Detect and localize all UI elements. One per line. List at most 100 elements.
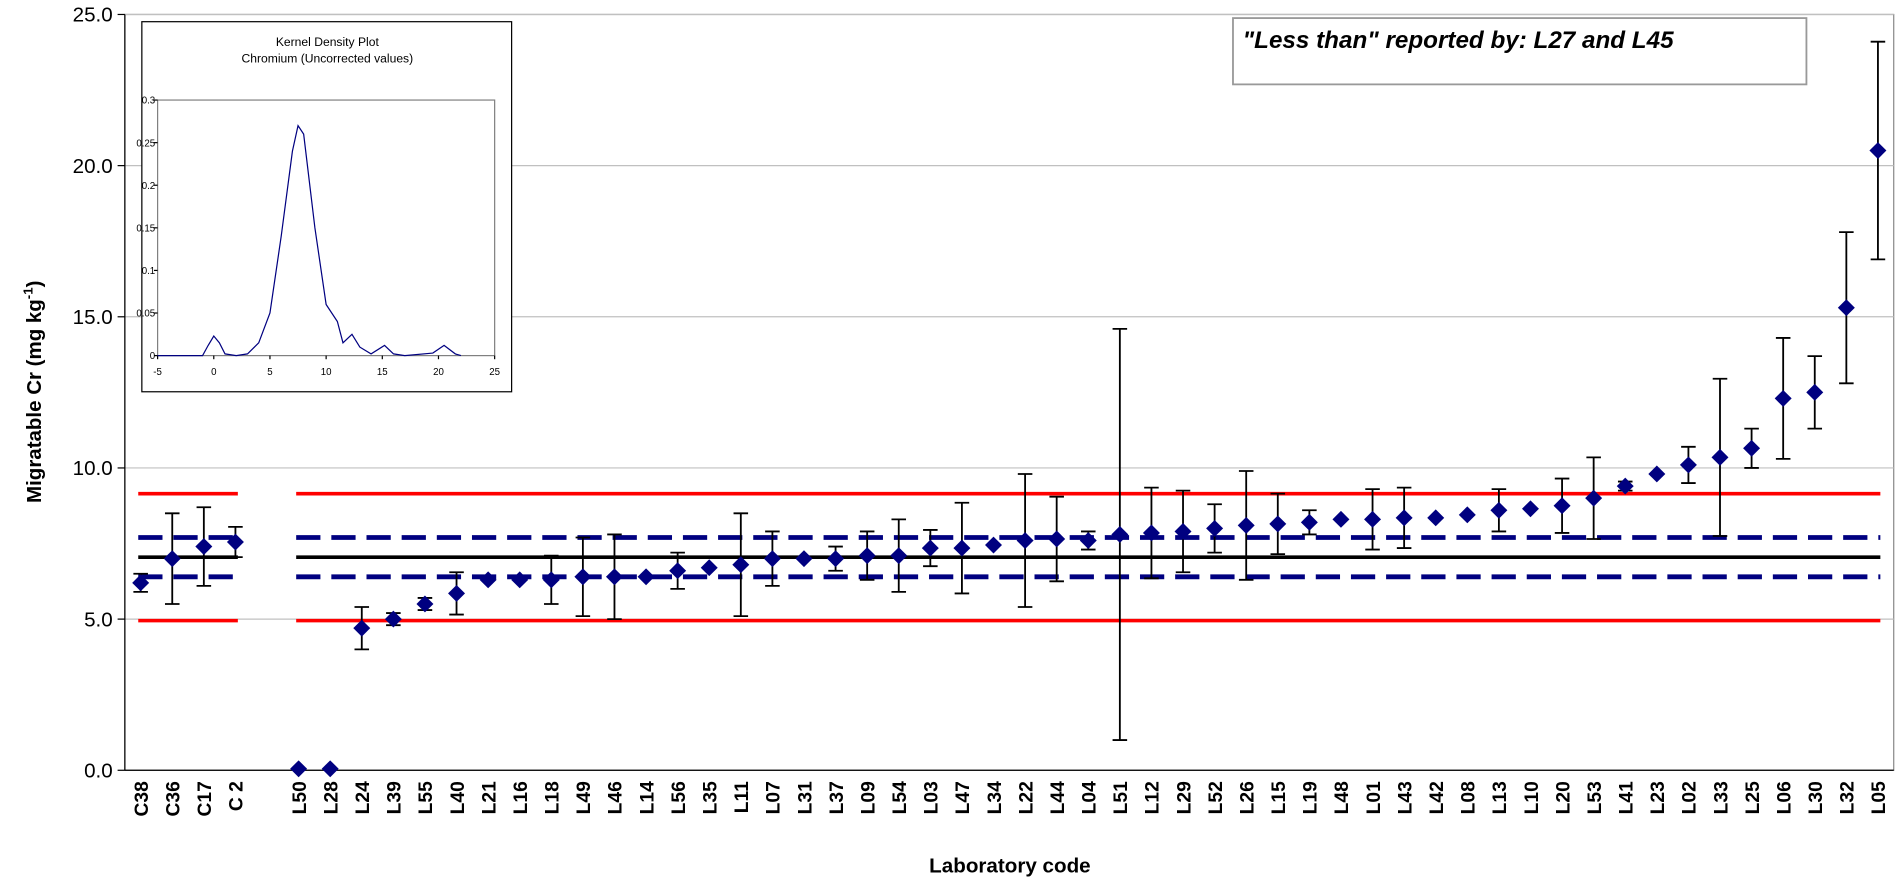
x-tick-label: L05 <box>1868 781 1890 814</box>
y-label-suffix: ) <box>23 281 46 288</box>
x-axis-label: Laboratory code <box>929 855 1090 878</box>
x-tick-label: L40 <box>447 781 469 814</box>
data-point <box>1458 506 1476 524</box>
data-point <box>416 595 434 613</box>
inset-title: Kernel Density Plot <box>276 35 380 49</box>
x-tick-label: L04 <box>1078 781 1100 814</box>
data-point <box>1774 389 1792 407</box>
data-point <box>1869 142 1887 159</box>
data-point <box>669 562 687 580</box>
data-point <box>1648 465 1666 483</box>
x-tick-label: L08 <box>1458 781 1480 814</box>
data-point <box>321 760 339 778</box>
x-tick-label: L54 <box>889 781 911 814</box>
x-tick-label: L34 <box>984 781 1006 814</box>
data-point <box>226 533 244 551</box>
x-tick-label: L50 <box>289 781 311 814</box>
x-tick-label: L14 <box>636 781 658 814</box>
data-point <box>1585 489 1603 507</box>
inset-x-tick-label: 25 <box>489 367 500 378</box>
x-tick-label: L31 <box>794 781 816 814</box>
x-tick-label: L56 <box>668 781 690 814</box>
x-tick-label: L29 <box>1173 781 1195 814</box>
data-point <box>290 760 308 778</box>
data-point <box>763 550 781 568</box>
data-point <box>574 568 592 586</box>
y-tick-label: 10.0 <box>73 457 113 480</box>
data-point <box>384 610 402 628</box>
x-tick-label: L22 <box>1015 781 1037 814</box>
x-tick-label: L53 <box>1584 781 1606 814</box>
y-tick-label: 15.0 <box>73 306 113 329</box>
data-point <box>1206 519 1224 537</box>
x-tick-label: L41 <box>1615 781 1637 814</box>
data-point <box>1269 515 1287 533</box>
x-tick-label: L51 <box>1110 781 1132 814</box>
x-tick-label: L09 <box>857 781 879 814</box>
inset-x-tick-label: -5 <box>153 367 162 378</box>
data-point <box>1142 524 1160 542</box>
x-tick-label: L13 <box>1489 781 1511 814</box>
x-tick-label: L30 <box>1805 781 1827 814</box>
x-tick-label: L44 <box>1047 781 1069 814</box>
data-point <box>921 539 939 557</box>
x-tick-label: C 2 <box>226 781 248 811</box>
data-point <box>1679 456 1697 474</box>
data-point <box>1079 532 1097 549</box>
inset-y-tick-label: 0.05 <box>136 309 155 320</box>
x-tick-label: L23 <box>1647 781 1669 814</box>
inset-x-tick-label: 15 <box>377 367 388 378</box>
data-point <box>1521 500 1539 518</box>
data-point <box>953 539 971 557</box>
y-axis-label: Migratable Cr (mg kg-1) <box>21 281 47 503</box>
data-point <box>1616 477 1634 495</box>
y-tick-label: 5.0 <box>84 608 113 631</box>
data-point <box>985 536 1002 554</box>
x-tick-label: L20 <box>1552 781 1574 814</box>
x-tick-label: L32 <box>1837 781 1859 814</box>
x-tick-label: L35 <box>699 781 721 814</box>
data-point <box>700 559 718 577</box>
data-point <box>858 547 876 565</box>
annotation-box <box>1232 17 1808 86</box>
data-point <box>1174 523 1192 540</box>
inset-y-tick-label: 0.25 <box>136 138 155 149</box>
x-tick-label: L48 <box>1331 781 1353 814</box>
data-point <box>163 550 181 568</box>
x-tick-label: L16 <box>510 781 532 814</box>
x-tick-label: L33 <box>1710 781 1732 814</box>
x-tick-label: L26 <box>1236 781 1258 814</box>
x-tick-label: L52 <box>1205 781 1227 814</box>
data-point <box>1016 532 1034 549</box>
data-point <box>1427 509 1445 527</box>
data-point <box>353 619 371 637</box>
inset-box <box>141 21 513 393</box>
x-tick-label: L43 <box>1394 781 1416 814</box>
x-tick-label: L12 <box>1142 781 1164 814</box>
x-tick-label: L15 <box>1268 781 1290 814</box>
inset-x-tick-label: 20 <box>433 367 444 378</box>
data-point <box>1837 299 1855 317</box>
x-tick-label: L37 <box>826 781 848 814</box>
x-tick-label: L25 <box>1742 781 1764 814</box>
inset-y-tick-label: 0.3 <box>142 96 155 107</box>
inset-y-tick-label: 0 <box>150 351 155 362</box>
x-tick-label: L11 <box>731 781 753 813</box>
data-point <box>1111 526 1129 543</box>
data-point <box>511 571 529 589</box>
inset-y-tick-label: 0.2 <box>142 181 155 192</box>
inset-x-tick-label: 5 <box>267 367 272 378</box>
y-tick-label: 0.0 <box>84 760 113 783</box>
data-point <box>637 568 655 586</box>
x-tick-label: L02 <box>1679 781 1701 814</box>
data-point <box>1300 513 1318 531</box>
y-tick-label: 25.0 <box>73 4 113 27</box>
annotation: "Less than" reported by: L27 and L45 <box>1243 27 1674 54</box>
x-tick-label: L28 <box>320 781 342 814</box>
x-tick-label: L18 <box>542 781 564 814</box>
data-point <box>1553 497 1571 515</box>
x-tick-label: L19 <box>1300 781 1322 814</box>
data-point <box>1364 510 1382 528</box>
data-point <box>795 550 813 568</box>
